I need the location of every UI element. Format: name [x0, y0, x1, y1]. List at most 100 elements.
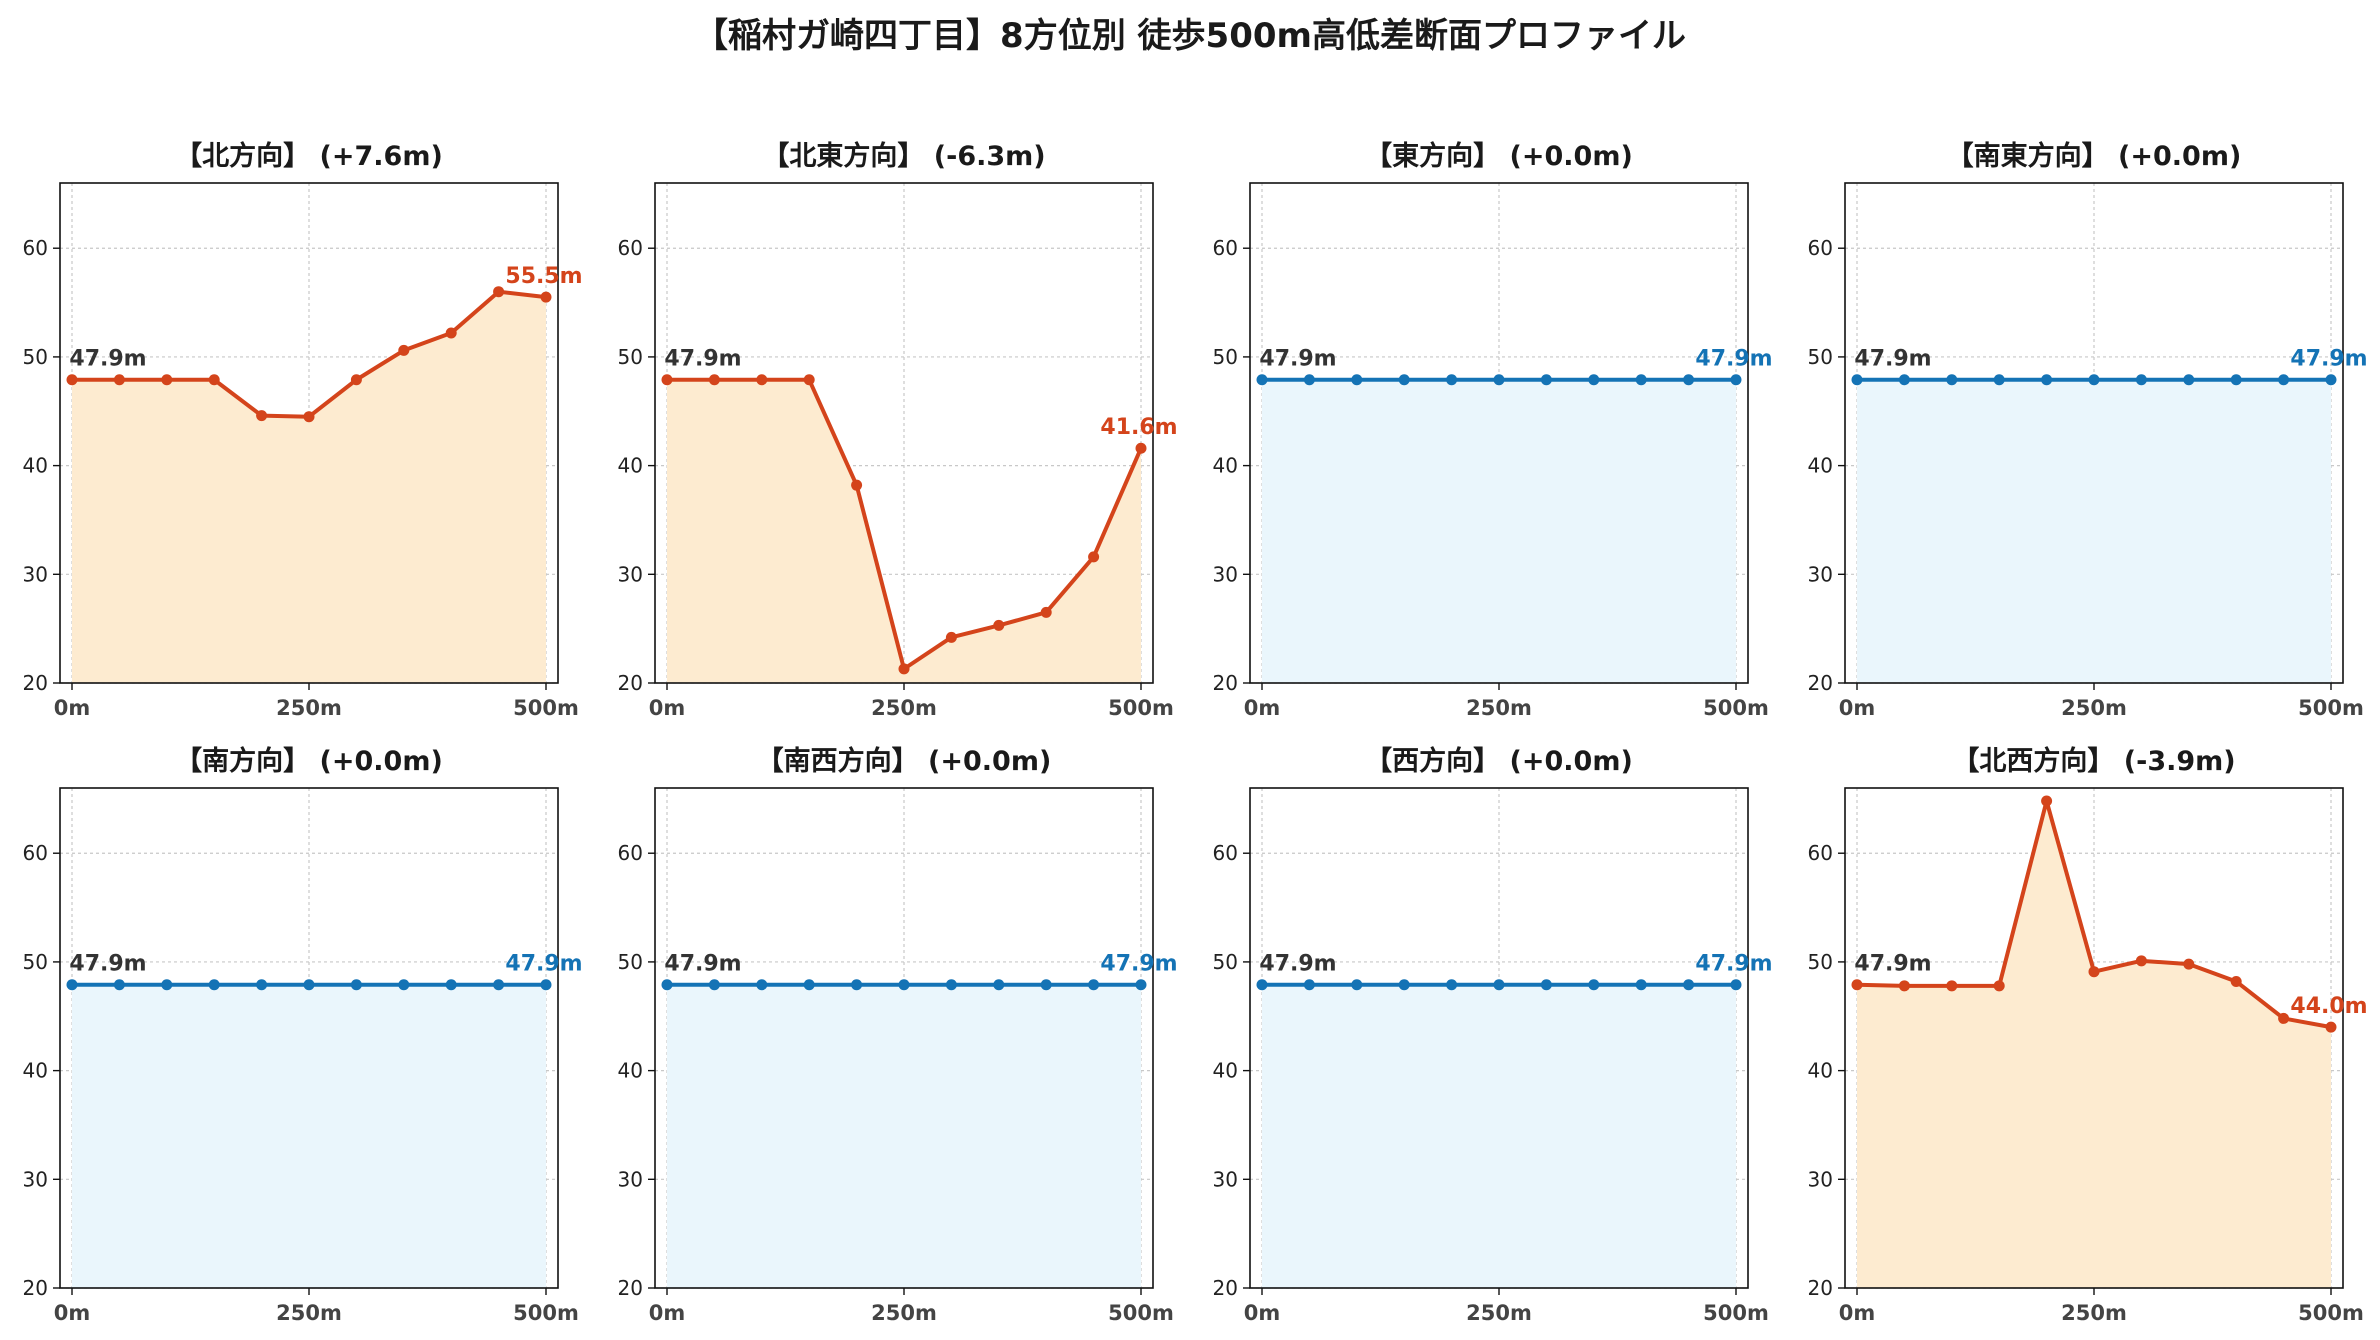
data-point: [208, 979, 220, 991]
data-point: [1493, 979, 1505, 991]
y-tick-label: 50: [618, 950, 643, 974]
x-tick-label: 500m: [1703, 696, 1769, 720]
figure-title: 【稲村ガ崎四丁目】8方位別 徒歩500m高低差断面プロファイル: [694, 16, 1686, 56]
end-value-label: 47.9m: [1695, 347, 1772, 372]
data-point: [303, 979, 315, 991]
data-point: [661, 374, 673, 386]
y-tick-label: 20: [1213, 1276, 1238, 1300]
y-tick-label: 50: [23, 345, 48, 369]
start-value-label: 47.9m: [664, 347, 741, 372]
data-point: [445, 327, 457, 339]
x-tick-label: 0m: [649, 696, 686, 720]
y-tick-label: 40: [1213, 454, 1238, 478]
x-tick-label: 500m: [1108, 1301, 1174, 1325]
data-point: [1540, 979, 1552, 991]
data-point: [708, 374, 720, 386]
data-point: [898, 663, 910, 675]
panel-title: 【南方向】 (+0.0m): [175, 745, 443, 777]
x-tick-label: 250m: [2061, 696, 2127, 720]
data-point: [1088, 551, 1100, 563]
x-tick-label: 500m: [1108, 696, 1174, 720]
data-point: [1588, 979, 1600, 991]
data-point: [2325, 1021, 2337, 1033]
data-point: [303, 411, 315, 423]
y-tick-label: 40: [1808, 454, 1833, 478]
data-point: [945, 631, 957, 643]
series-area: [1857, 801, 2331, 1288]
data-point: [2230, 975, 2242, 987]
data-point: [1256, 979, 1268, 991]
start-value-label: 47.9m: [1259, 347, 1336, 372]
data-point: [898, 979, 910, 991]
y-tick-label: 20: [23, 1276, 48, 1300]
end-value-label: 47.9m: [1695, 952, 1772, 977]
data-point: [803, 374, 815, 386]
data-point: [256, 410, 268, 422]
data-point: [493, 286, 505, 298]
series-area: [72, 291, 546, 683]
data-point: [1898, 980, 1910, 992]
x-tick-label: 500m: [2298, 1301, 2364, 1325]
y-tick-label: 60: [1808, 841, 1833, 865]
data-point: [1303, 374, 1315, 386]
y-tick-label: 30: [1808, 1167, 1833, 1191]
y-tick-label: 50: [618, 345, 643, 369]
data-point: [2135, 955, 2147, 967]
y-tick-label: 30: [618, 562, 643, 586]
x-tick-label: 0m: [54, 1301, 91, 1325]
data-point: [208, 374, 220, 386]
y-tick-label: 20: [618, 1276, 643, 1300]
data-point: [1898, 374, 1910, 386]
x-tick-label: 0m: [1244, 696, 1281, 720]
y-tick-label: 60: [1808, 236, 1833, 260]
end-value-label: 41.6m: [1100, 415, 1177, 440]
panel-title: 【北西方向】 (-3.9m): [1952, 745, 2235, 777]
data-point: [1256, 374, 1268, 386]
y-tick-label: 30: [23, 562, 48, 586]
x-tick-label: 250m: [871, 696, 937, 720]
x-tick-label: 250m: [871, 1301, 937, 1325]
series-area: [1262, 984, 1736, 1288]
x-tick-label: 0m: [1839, 696, 1876, 720]
data-point: [1683, 374, 1695, 386]
x-tick-label: 500m: [513, 1301, 579, 1325]
y-tick-label: 50: [1808, 345, 1833, 369]
data-point: [708, 979, 720, 991]
panel-7: 【北西方向】 (-3.9m) 20 30 40 50 60 0m 250m 500m 47.9m 4…: [1808, 745, 2368, 1325]
data-point: [1446, 979, 1458, 991]
y-tick-label: 20: [1808, 1276, 1833, 1300]
x-tick-label: 0m: [1839, 1301, 1876, 1325]
start-value-label: 47.9m: [664, 952, 741, 977]
data-point: [113, 979, 125, 991]
x-tick-label: 500m: [513, 696, 579, 720]
y-tick-label: 40: [1808, 1059, 1833, 1083]
y-tick-label: 20: [618, 671, 643, 695]
x-tick-label: 500m: [2298, 696, 2364, 720]
panel-5: 【南西方向】 (+0.0m) 20 30 40 50 60 0m 250m 500m 47.9m 4…: [618, 745, 1178, 1325]
data-point: [1040, 979, 1052, 991]
data-point: [256, 979, 268, 991]
data-point: [1635, 979, 1647, 991]
panel-6: 【西方向】 (+0.0m) 20 30 40 50 60 0m 250m 500m 47.9m 47…: [1213, 745, 1773, 1325]
x-tick-label: 250m: [2061, 1301, 2127, 1325]
x-tick-label: 250m: [276, 1301, 342, 1325]
end-value-label: 55.5m: [505, 264, 582, 289]
data-point: [2135, 374, 2147, 386]
y-tick-label: 60: [618, 841, 643, 865]
y-tick-label: 20: [23, 671, 48, 695]
start-value-label: 47.9m: [1854, 347, 1931, 372]
data-point: [1351, 374, 1363, 386]
data-point: [161, 374, 173, 386]
data-point: [661, 979, 673, 991]
panel-title: 【西方向】 (+0.0m): [1365, 745, 1633, 777]
start-value-label: 47.9m: [1854, 952, 1931, 977]
data-point: [756, 979, 768, 991]
y-tick-label: 60: [1213, 841, 1238, 865]
panel-3: 【南東方向】 (+0.0m) 20 30 40 50 60 0m 250m 500m 47.9m 4…: [1808, 140, 2368, 720]
y-tick-label: 30: [1213, 562, 1238, 586]
y-tick-label: 60: [1213, 236, 1238, 260]
data-point: [1946, 980, 1958, 992]
data-point: [1851, 979, 1863, 991]
y-tick-label: 50: [1213, 345, 1238, 369]
